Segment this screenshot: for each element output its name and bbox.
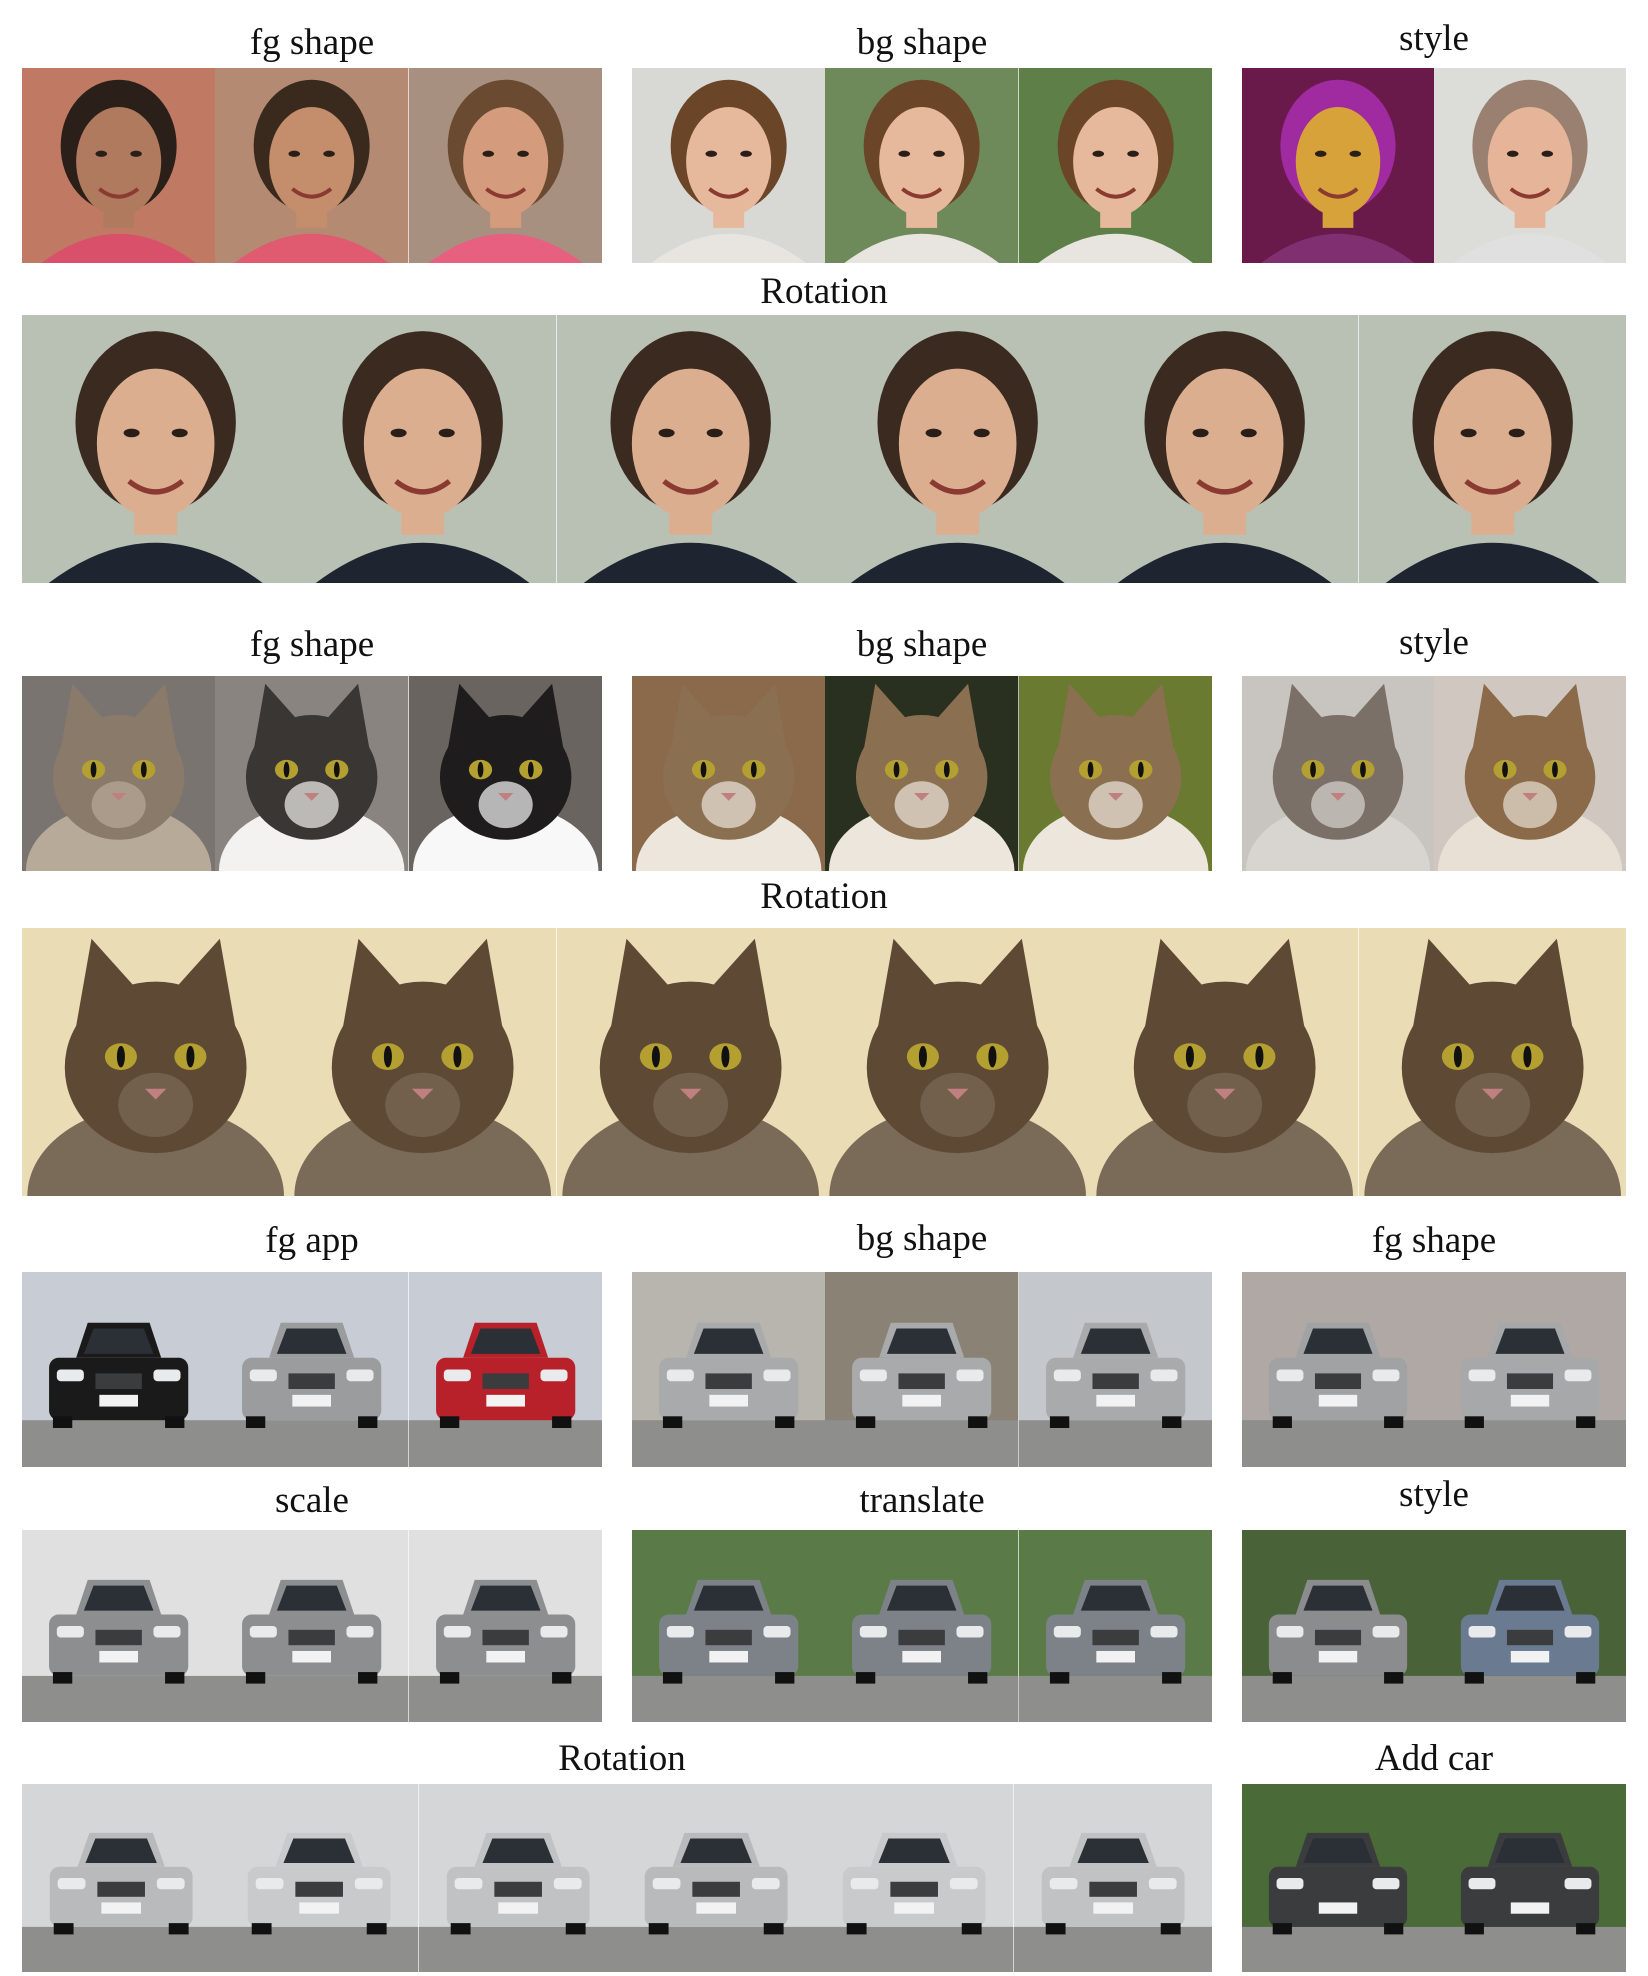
car-image-tile <box>1242 1784 1434 1972</box>
cats-fg-shape-strip <box>22 676 602 871</box>
label-cats-bg-shape: bg shape <box>856 624 988 665</box>
car-image-tile <box>220 1784 419 1972</box>
car-image-tile <box>825 1272 1019 1467</box>
car-image-tile <box>215 1272 409 1467</box>
face-image-tile <box>1091 315 1359 583</box>
face-image-tile <box>632 68 826 263</box>
label-cars-fg-shape: fg shape <box>1371 1220 1497 1261</box>
car-image-tile <box>1018 1272 1212 1467</box>
car-image-tile <box>1434 1272 1626 1467</box>
cars-translate-strip <box>632 1530 1212 1722</box>
car-image-tile <box>616 1784 816 1972</box>
cars-rotation-strip <box>22 1784 1212 1972</box>
car-image-tile <box>408 1530 602 1722</box>
cat-image-tile <box>823 928 1092 1196</box>
faces-rotation-strip <box>22 315 1626 583</box>
face-image-tile <box>1242 68 1434 263</box>
label-faces-fg-shape: fg shape <box>249 22 375 63</box>
face-image-tile <box>1434 68 1626 263</box>
face-image-tile <box>823 315 1092 583</box>
cats-rotation-strip <box>22 928 1626 1196</box>
cars-add-car-strip <box>1242 1784 1626 1972</box>
car-image-tile <box>1242 1272 1434 1467</box>
car-image-tile <box>632 1272 826 1467</box>
faces-fg-shape-strip <box>22 68 602 263</box>
cars-style-strip <box>1242 1530 1626 1722</box>
face-image-tile <box>215 68 409 263</box>
cat-image-tile <box>289 928 557 1196</box>
cars-bg-shape-strip <box>632 1272 1212 1467</box>
face-image-tile <box>825 68 1019 263</box>
face-image-tile <box>22 315 290 583</box>
car-image-tile <box>22 1784 221 1972</box>
cat-image-tile <box>215 676 409 871</box>
car-image-tile <box>1242 1530 1434 1722</box>
label-cats-style: style <box>1399 622 1469 663</box>
faces-style-strip <box>1242 68 1626 263</box>
cars-fg-app-strip <box>22 1272 602 1467</box>
face-image-tile <box>289 315 557 583</box>
face-image-tile <box>1358 315 1626 583</box>
cat-image-tile <box>22 676 216 871</box>
label-cars-style: style <box>1399 1474 1469 1515</box>
cat-image-tile <box>1018 676 1212 871</box>
cats-style-strip <box>1242 676 1626 871</box>
cat-image-tile <box>1091 928 1359 1196</box>
cat-image-tile <box>408 676 602 871</box>
cat-image-tile <box>632 676 826 871</box>
cat-image-tile <box>1358 928 1626 1196</box>
label-cars-translate: translate <box>859 1480 985 1521</box>
label-cats-fg-shape: fg shape <box>249 624 375 665</box>
car-image-tile <box>1018 1530 1212 1722</box>
cat-image-tile <box>556 928 824 1196</box>
faces-bg-shape-strip <box>632 68 1212 263</box>
cat-image-tile <box>1242 676 1434 871</box>
face-image-tile <box>408 68 602 263</box>
label-cars-rotation: Rotation <box>558 1738 686 1779</box>
car-image-tile <box>1013 1784 1212 1972</box>
face-image-tile <box>22 68 216 263</box>
cat-image-tile <box>1434 676 1626 871</box>
car-image-tile <box>418 1784 617 1972</box>
car-image-tile <box>825 1530 1019 1722</box>
face-image-tile <box>1018 68 1212 263</box>
car-image-tile <box>815 1784 1014 1972</box>
cat-image-tile <box>825 676 1019 871</box>
label-cars-bg-shape: bg shape <box>856 1218 988 1259</box>
cats-bg-shape-strip <box>632 676 1212 871</box>
car-image-tile <box>1434 1530 1626 1722</box>
car-image-tile <box>22 1530 216 1722</box>
car-image-tile <box>408 1272 602 1467</box>
label-faces-style: style <box>1399 18 1469 59</box>
car-image-tile <box>22 1272 216 1467</box>
label-cars-fg-app: fg app <box>265 1220 359 1261</box>
label-faces-rotation: Rotation <box>760 271 888 312</box>
face-image-tile <box>556 315 824 583</box>
car-image-tile <box>1434 1784 1626 1972</box>
cars-fg-shape-strip <box>1242 1272 1626 1467</box>
car-image-tile <box>632 1530 826 1722</box>
label-cars-add-car: Add car <box>1374 1738 1494 1779</box>
cat-image-tile <box>22 928 290 1196</box>
cars-scale-strip <box>22 1530 602 1722</box>
label-cars-scale: scale <box>275 1480 349 1521</box>
label-cats-rotation: Rotation <box>760 876 888 917</box>
label-faces-bg-shape: bg shape <box>856 22 988 63</box>
car-image-tile <box>215 1530 409 1722</box>
